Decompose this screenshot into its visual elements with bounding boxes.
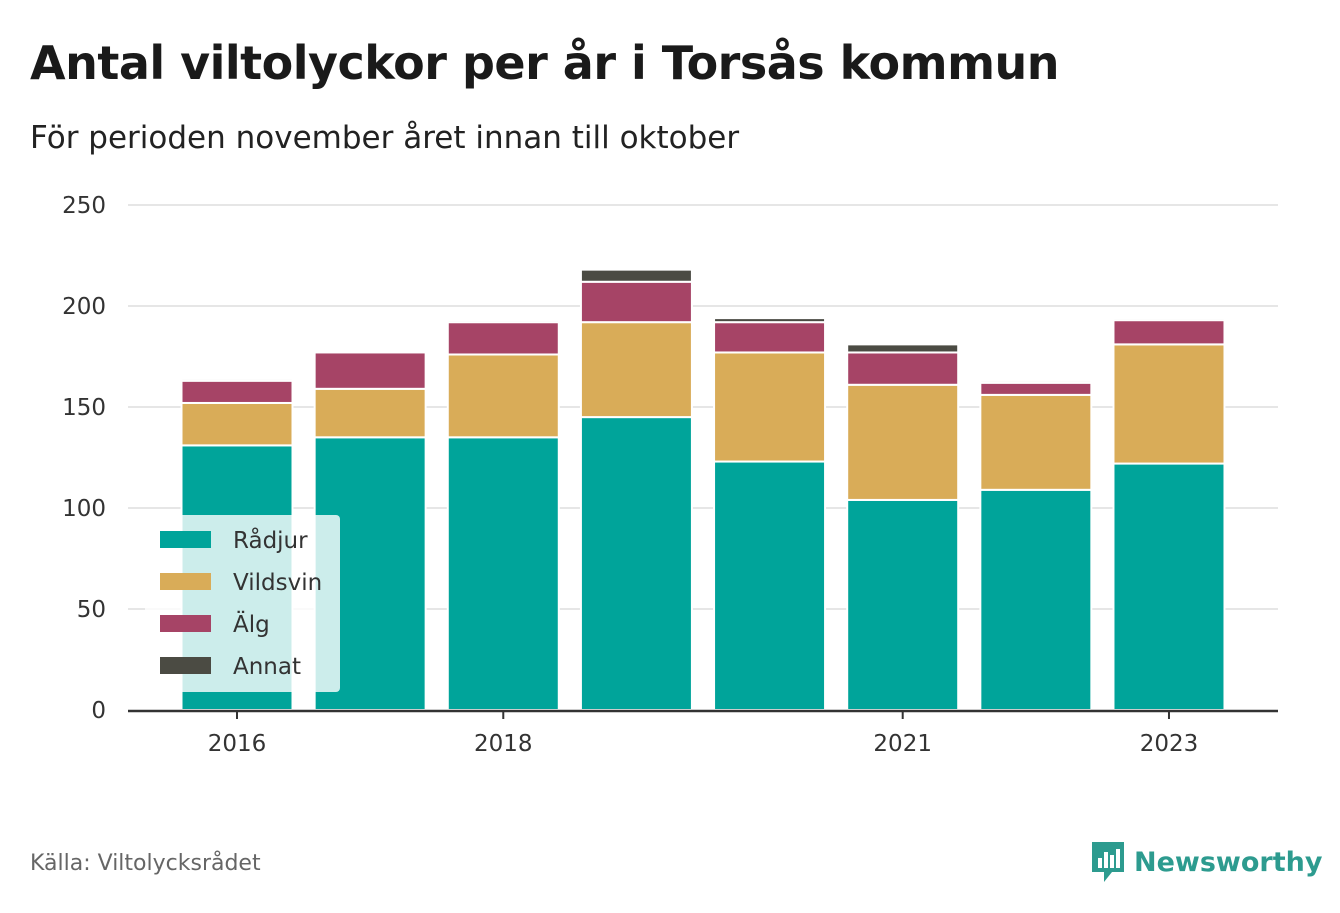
bar-segment [846,351,960,386]
brand-logo: Newsworthy [1090,840,1322,884]
legend-swatch [160,615,211,632]
bar-segment [979,393,1093,491]
bar-segment [713,460,827,712]
y-axis-ticks: 0 50 100 150 200 250 [62,193,106,724]
bar-segment [446,321,560,356]
bar-segment [979,379,1093,384]
x-tick-label: 2021 [873,731,932,757]
bar-segment [180,379,294,404]
x-axis: 2016 2018 2021 2023 [128,709,1278,757]
brand-name: Newsworthy [1134,846,1323,878]
y-tick-label: 200 [62,294,106,320]
bar-segment [180,401,294,447]
y-tick-label: 150 [62,395,106,421]
bar-segment [713,321,827,354]
x-tick-label: 2023 [1140,731,1199,757]
bar-segment [1112,319,1226,346]
bar-segment [713,317,827,324]
x-tick-label: 2016 [208,731,267,757]
bar-segment [446,319,560,324]
bar-segment [1112,462,1226,711]
y-tick-label: 250 [62,193,106,219]
legend-swatch [160,573,211,590]
bar-segment [579,280,693,324]
bar-segment [579,416,693,711]
legend-label: Annat [233,654,301,680]
newsworthy-logo-icon [1092,842,1124,882]
bar-segment [313,387,427,439]
x-tick-label: 2018 [474,731,533,757]
chart-subtitle: För perioden november året innan till ok… [30,120,740,156]
bar-segment [713,351,827,463]
bar-segment [846,498,960,712]
bar-segment [846,383,960,501]
bar-segment [979,488,1093,711]
y-tick-label: 100 [62,496,106,522]
legend-swatch [160,531,211,548]
y-tick-label: 0 [91,698,106,724]
bar-segment [180,377,294,382]
bar-segment [579,321,693,419]
bar-segment [979,381,1093,396]
bar-segment [579,268,693,283]
legend-label: Vildsvin [233,570,322,596]
legend: Rådjur Vildsvin Älg Annat [145,515,340,692]
legend-label: Rådjur [233,526,308,554]
bar-segment [446,353,560,439]
legend-box [145,515,340,692]
y-tick-label: 50 [77,597,106,623]
bar-segment [1112,343,1226,465]
bar-segment [446,436,560,711]
bar-segment [846,343,960,354]
legend-label: Älg [233,610,270,638]
legend-swatch [160,657,211,674]
bar-segment [1112,317,1226,322]
source-note: Källa: Viltolycksrådet [30,851,261,876]
bar-segment [313,351,427,390]
chart-title: Antal viltolyckor per år i Torsås kommun [30,36,1060,90]
